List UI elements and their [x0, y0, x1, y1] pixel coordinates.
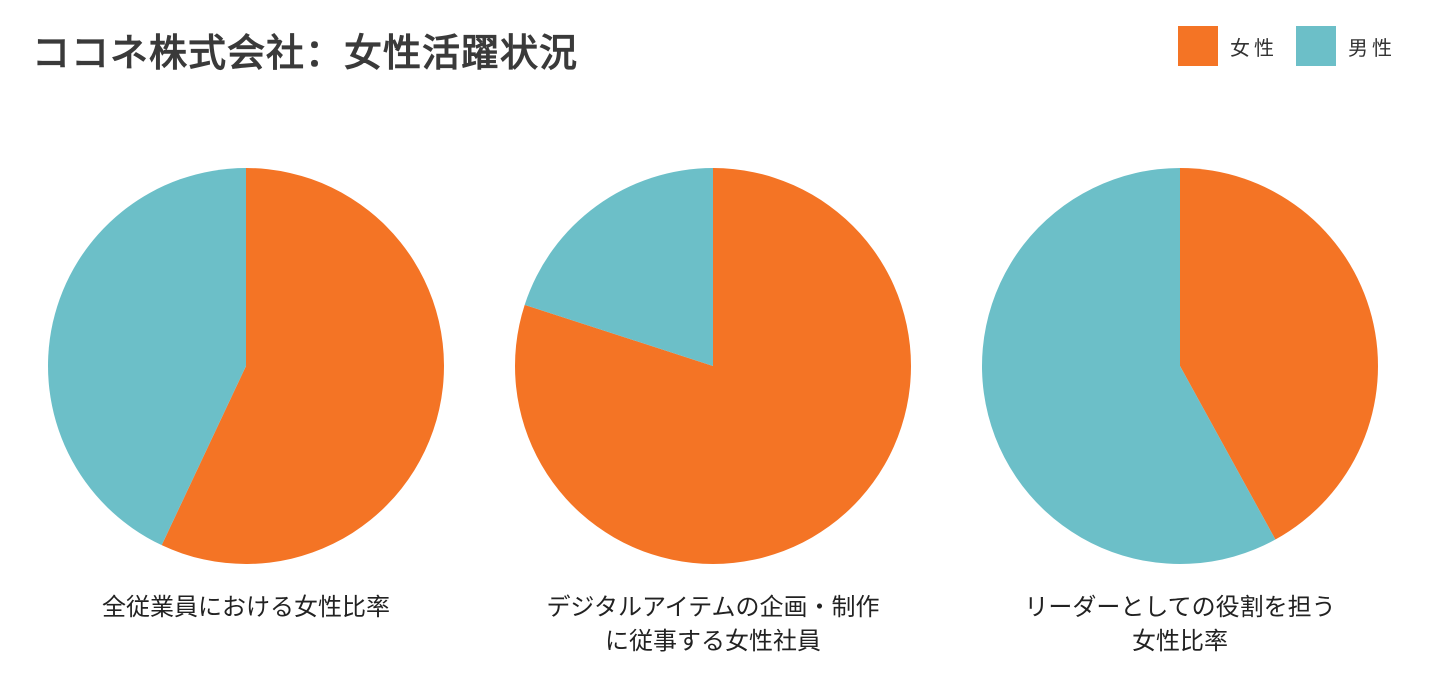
- caption-line: デジタルアイテムの企画・制作: [546, 593, 880, 621]
- pie-slice-female: [161, 168, 445, 564]
- pie-chart-1: [514, 168, 911, 564]
- legend-swatch-female: [1178, 26, 1218, 66]
- pie-slice-male: [48, 168, 247, 546]
- caption-line: 全従業員における女性比率: [102, 593, 390, 621]
- caption-line: 女性比率: [1132, 627, 1228, 655]
- page-title: ココネ株式会社：女性活躍状況: [32, 31, 579, 75]
- pie-caption-leaders: リーダーとしての役割を担う 女性比率: [960, 590, 1400, 658]
- pie-slice-male: [981, 168, 1276, 564]
- legend-swatch-male: [1296, 26, 1336, 66]
- caption-line: に従事する女性社員: [605, 627, 821, 655]
- pie-slice-male: [524, 168, 713, 366]
- pie-caption-digital-items: デジタルアイテムの企画・制作 に従事する女性社員: [493, 590, 933, 658]
- legend-label-female: 女性: [1230, 35, 1278, 60]
- pie-caption-all-employees: 全従業員における女性比率: [26, 590, 466, 624]
- legend-label-male: 男性: [1348, 35, 1396, 60]
- pie-slice-female: [1180, 168, 1378, 540]
- legend-item-male: 男性: [1296, 26, 1396, 66]
- pie-chart-2: [981, 168, 1378, 564]
- legend: 女性 男性: [1160, 26, 1396, 66]
- caption-line: リーダーとしての役割を担う: [1024, 593, 1336, 621]
- legend-item-female: 女性: [1178, 26, 1278, 66]
- pie-chart-0: [48, 168, 445, 564]
